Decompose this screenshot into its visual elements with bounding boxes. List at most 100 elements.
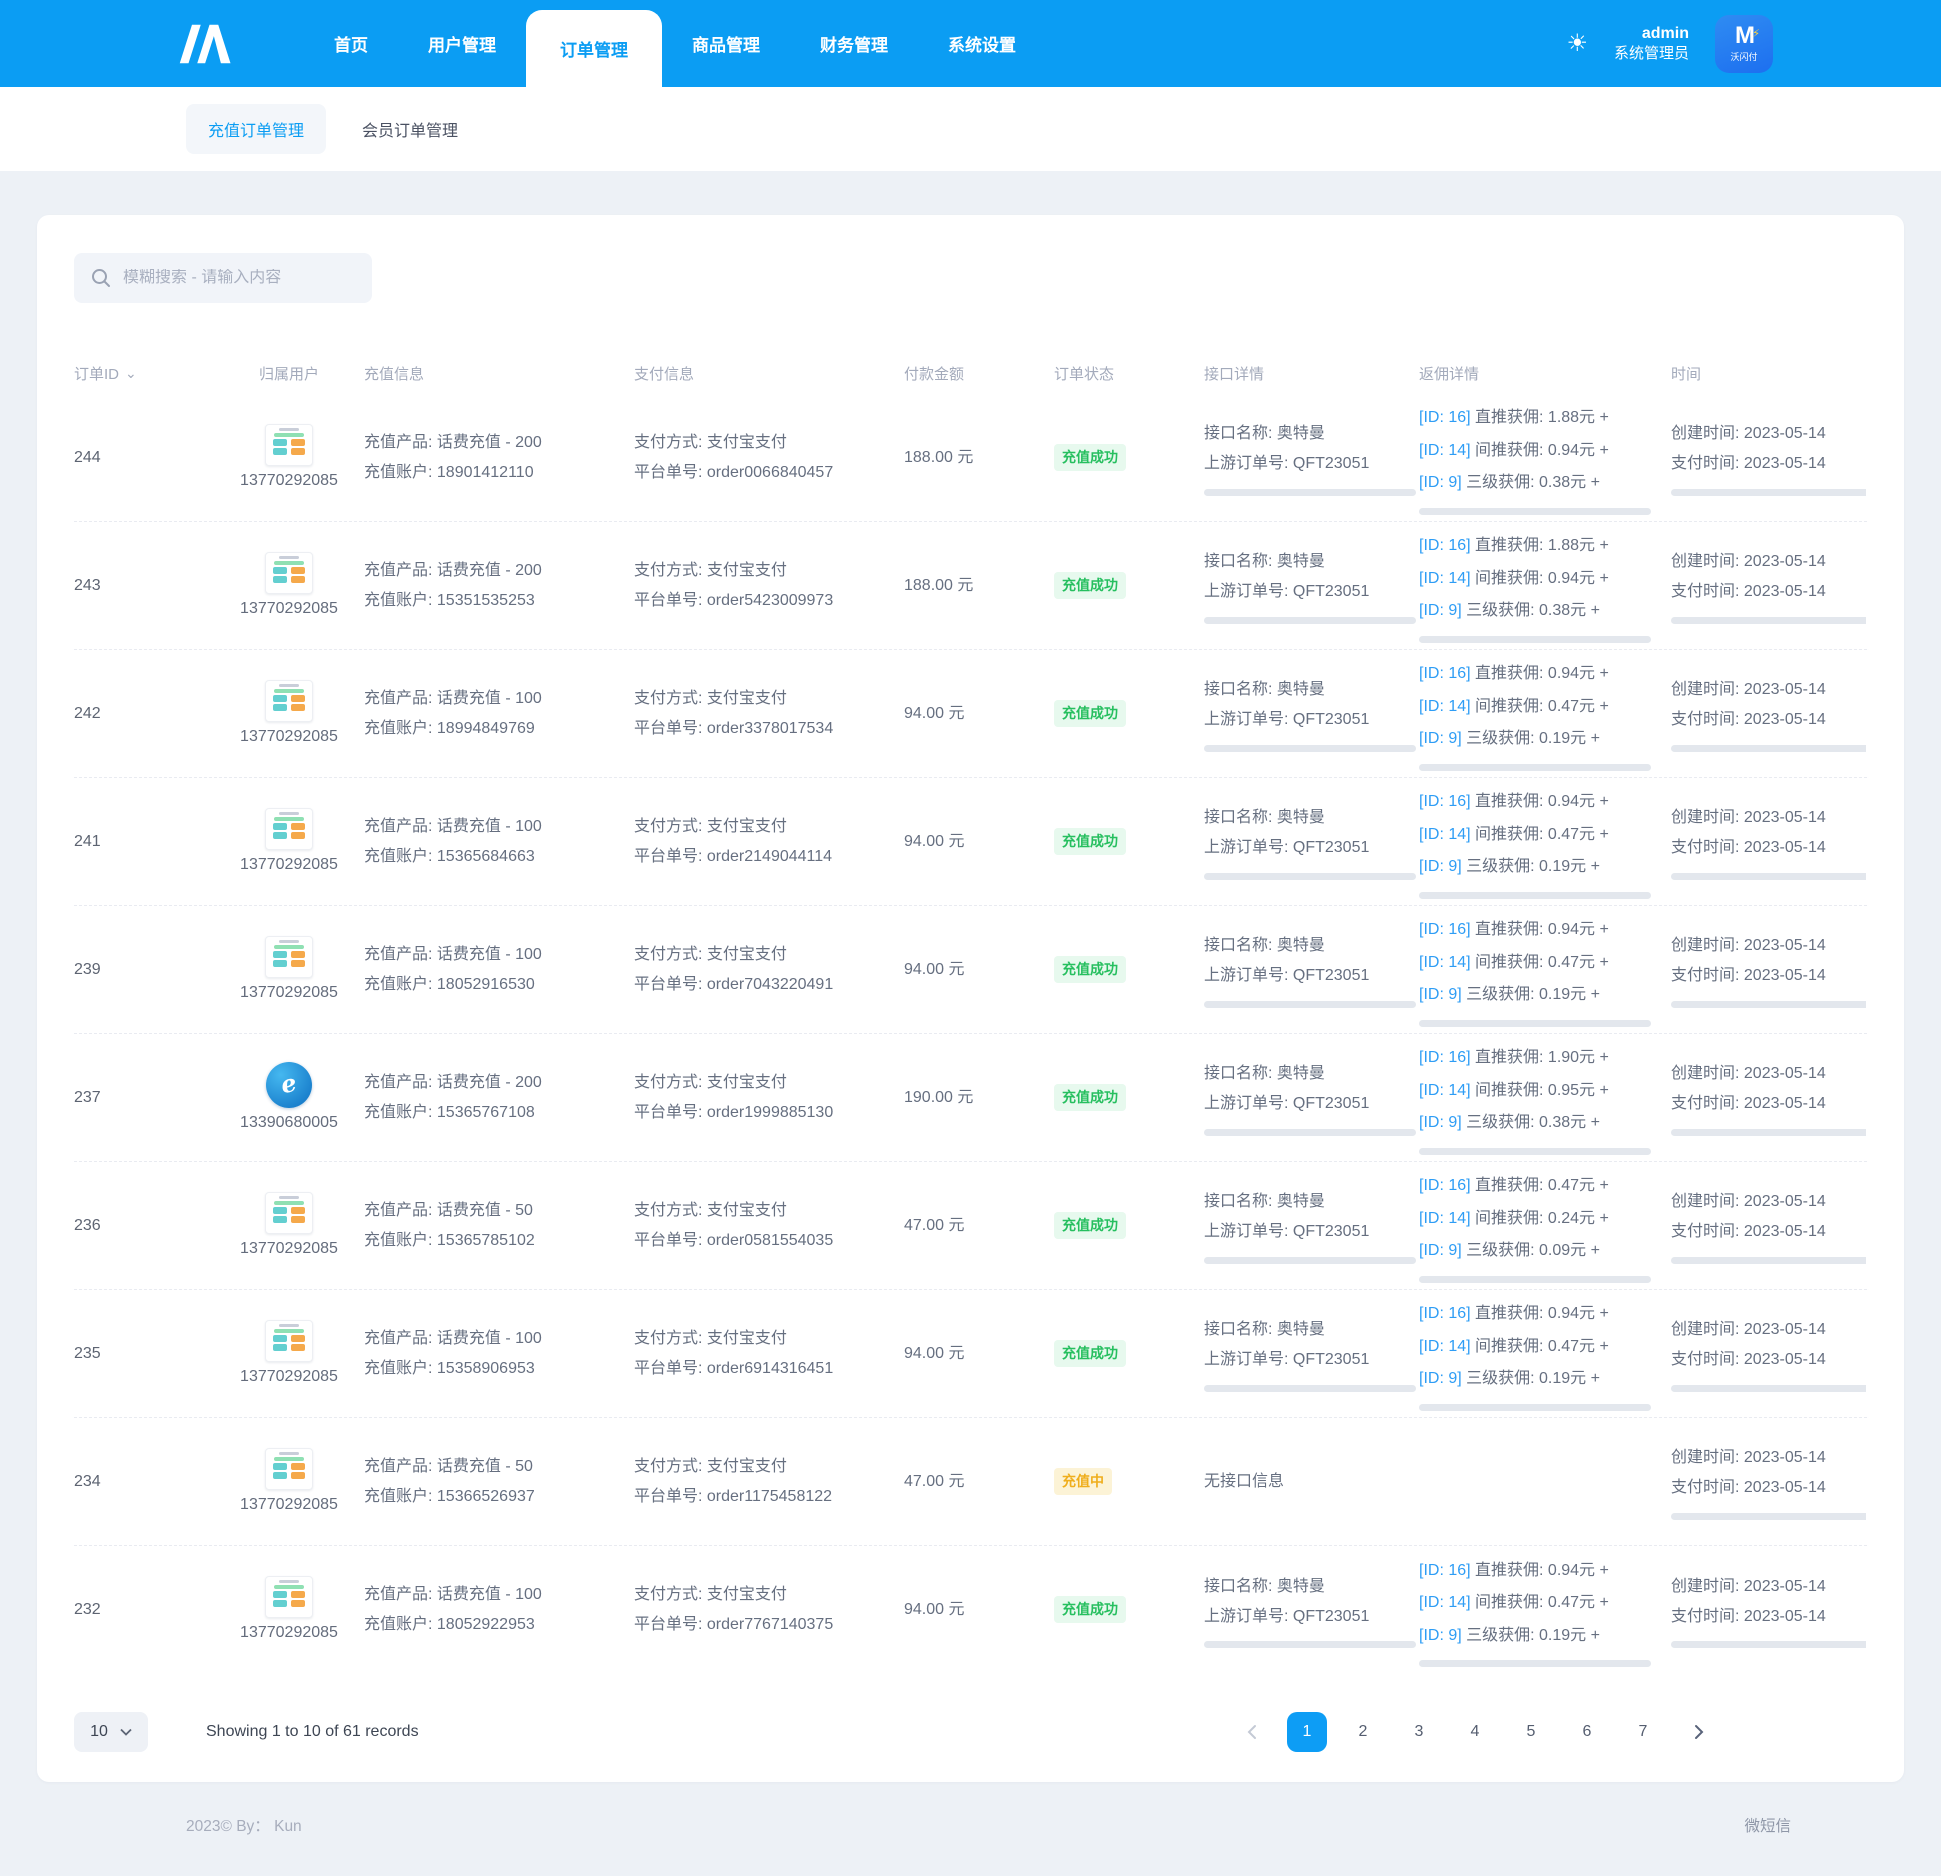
nav-item-0[interactable]: 首页 [334,36,368,55]
commission-id-link[interactable]: [ID: 9] [1419,858,1462,876]
recharge-info-cell: 充值产品: 话费充值 - 100 充值账户: 18052916530 [364,940,634,999]
time-scrollbar[interactable] [1671,1384,1866,1392]
commission-scrollbar[interactable] [1419,763,1651,771]
platform-order-no: 平台单号: order1999885130 [634,1103,834,1121]
commission-scrollbar[interactable] [1419,635,1651,643]
commission-scrollbar[interactable] [1419,1403,1651,1411]
commission-scrollbar[interactable] [1419,891,1651,899]
commission-id-link[interactable]: [ID: 16] [1419,409,1471,427]
commission-id-link[interactable]: [ID: 9] [1419,730,1462,748]
payment-method: 支付方式: 支付宝支付 [634,1073,787,1091]
time-scrollbar[interactable] [1671,1128,1866,1136]
page-size-select[interactable]: 10 [74,1712,148,1752]
commission-id-link[interactable]: [ID: 16] [1419,921,1471,939]
time-scrollbar[interactable] [1671,872,1866,880]
commission-text: 三级获佣: 0.19元 + [1461,1370,1600,1388]
commission-id-link[interactable]: [ID: 16] [1419,793,1471,811]
prev-page-chevron-left-icon[interactable] [1231,1712,1271,1752]
api-scrollbar[interactable] [1204,488,1416,496]
page-button-1[interactable]: 1 [1287,1712,1327,1752]
api-scrollbar[interactable] [1204,1128,1416,1136]
api-scrollbar[interactable] [1204,616,1416,624]
time-scrollbar[interactable] [1671,1256,1866,1264]
time-scrollbar[interactable] [1671,488,1866,496]
payment-amount: 188.00 元 [904,448,974,466]
commission-id-link[interactable]: [ID: 14] [1419,1209,1471,1227]
status-badge: 充值成功 [1054,699,1126,727]
commission-id-link[interactable]: [ID: 16] [1419,1561,1471,1579]
amount-cell: 190.00 元 [904,1083,1054,1113]
commission-scrollbar[interactable] [1419,1660,1651,1668]
nav-item-2[interactable]: 订单管理 [526,10,662,87]
commission-text: 间推获佣: 0.95元 + [1470,1081,1609,1099]
commission-id-link[interactable]: [ID: 14] [1419,569,1471,587]
subnav-tab-0[interactable]: 充值订单管理 [186,104,327,154]
commission-scrollbar[interactable] [1419,507,1651,515]
nav-item-4[interactable]: 财务管理 [820,36,888,55]
commission-id-link[interactable]: [ID: 16] [1419,537,1471,555]
commission-id-link[interactable]: [ID: 14] [1419,825,1471,843]
col-header-recharge-info: 充值信息 [364,366,425,383]
commission-id-link[interactable]: [ID: 16] [1419,665,1471,683]
commission-line: [ID: 14] 间推获佣: 0.95元 + [1419,1076,1671,1106]
commission-id-link[interactable]: [ID: 14] [1419,1081,1471,1099]
api-scrollbar[interactable] [1204,872,1416,880]
recharge-info-cell: 充值产品: 话费充值 - 50 充值账户: 15366526937 [364,1452,634,1511]
commission-id-link[interactable]: [ID: 14] [1419,697,1471,715]
commission-id-link[interactable]: [ID: 9] [1419,474,1462,492]
commission-line: [ID: 14] 间推获佣: 0.94元 + [1419,564,1671,594]
api-scrollbar[interactable] [1204,1000,1416,1008]
nav-item-5[interactable]: 系统设置 [948,36,1016,55]
page-button-5[interactable]: 5 [1526,1723,1536,1740]
time-scrollbar[interactable] [1671,1000,1866,1008]
commission-id-link[interactable]: [ID: 9] [1419,1242,1462,1260]
admin-avatar[interactable]: M ⚡ 沃闪付 [1715,14,1773,73]
page-button-7[interactable]: 7 [1638,1723,1648,1740]
upstream-order-no: 上游订单号: QFT23051 [1204,1351,1370,1368]
api-scrollbar[interactable] [1204,1384,1416,1392]
page-button-6[interactable]: 6 [1582,1723,1592,1740]
recharge-account: 充值账户: 15365767108 [364,1103,535,1121]
theme-toggle-sun-icon[interactable]: ☀ [1566,29,1588,57]
api-scrollbar[interactable] [1204,1256,1416,1264]
commission-id-link[interactable]: [ID: 16] [1419,1305,1471,1323]
nav-item-3[interactable]: 商品管理 [692,36,760,55]
commission-line: [ID: 14] 间推获佣: 0.24元 + [1419,1204,1671,1234]
commission-id-link[interactable]: [ID: 14] [1419,1594,1471,1612]
commission-text: 三级获佣: 0.19元 + [1461,1626,1600,1644]
commission-id-link[interactable]: [ID: 14] [1419,953,1471,971]
commission-detail-cell: [ID: 16] 直推获佣: 0.94元 + [ID: 14] 间推获佣: 0.4… [1419,784,1671,899]
sort-chevron-down-icon[interactable]: ⌄ [125,365,137,381]
commission-id-link[interactable]: [ID: 9] [1419,1626,1462,1644]
commission-id-link[interactable]: [ID: 14] [1419,441,1471,459]
commission-scrollbar[interactable] [1419,1275,1651,1283]
page-button-2[interactable]: 2 [1358,1723,1368,1740]
search-input[interactable] [123,269,355,287]
brand-logo[interactable] [178,0,234,87]
time-scrollbar[interactable] [1671,1641,1866,1649]
commission-scrollbar[interactable] [1419,1147,1651,1155]
subnav: 充值订单管理 会员订单管理 [0,87,1941,171]
commission-id-link[interactable]: [ID: 9] [1419,1114,1462,1132]
commission-id-link[interactable]: [ID: 16] [1419,1177,1471,1195]
time-scrollbar[interactable] [1671,744,1866,752]
subnav-tab-1[interactable]: 会员订单管理 [362,123,459,140]
commission-scrollbar[interactable] [1419,1019,1651,1027]
commission-id-link[interactable]: [ID: 9] [1419,986,1462,1004]
api-scrollbar[interactable] [1204,744,1416,752]
commission-id-link[interactable]: [ID: 9] [1419,602,1462,620]
page-button-3[interactable]: 3 [1414,1723,1424,1740]
time-scrollbar[interactable] [1671,616,1866,624]
page-button-4[interactable]: 4 [1470,1723,1480,1740]
next-page-chevron-right-icon[interactable] [1679,1712,1719,1752]
commission-id-link[interactable]: [ID: 16] [1419,1049,1471,1067]
commission-line: [ID: 14] 间推获佣: 0.47元 + [1419,1588,1671,1618]
payment-method: 支付方式: 支付宝支付 [634,561,787,579]
commission-id-link[interactable]: [ID: 14] [1419,1337,1471,1355]
user-phone: 13390680005 [240,1113,338,1131]
commission-id-link[interactable]: [ID: 9] [1419,1370,1462,1388]
commission-text: 三级获佣: 0.09元 + [1461,1242,1600,1260]
time-scrollbar[interactable] [1671,1512,1866,1520]
api-scrollbar[interactable] [1204,1641,1416,1649]
nav-item-1[interactable]: 用户管理 [428,36,496,55]
